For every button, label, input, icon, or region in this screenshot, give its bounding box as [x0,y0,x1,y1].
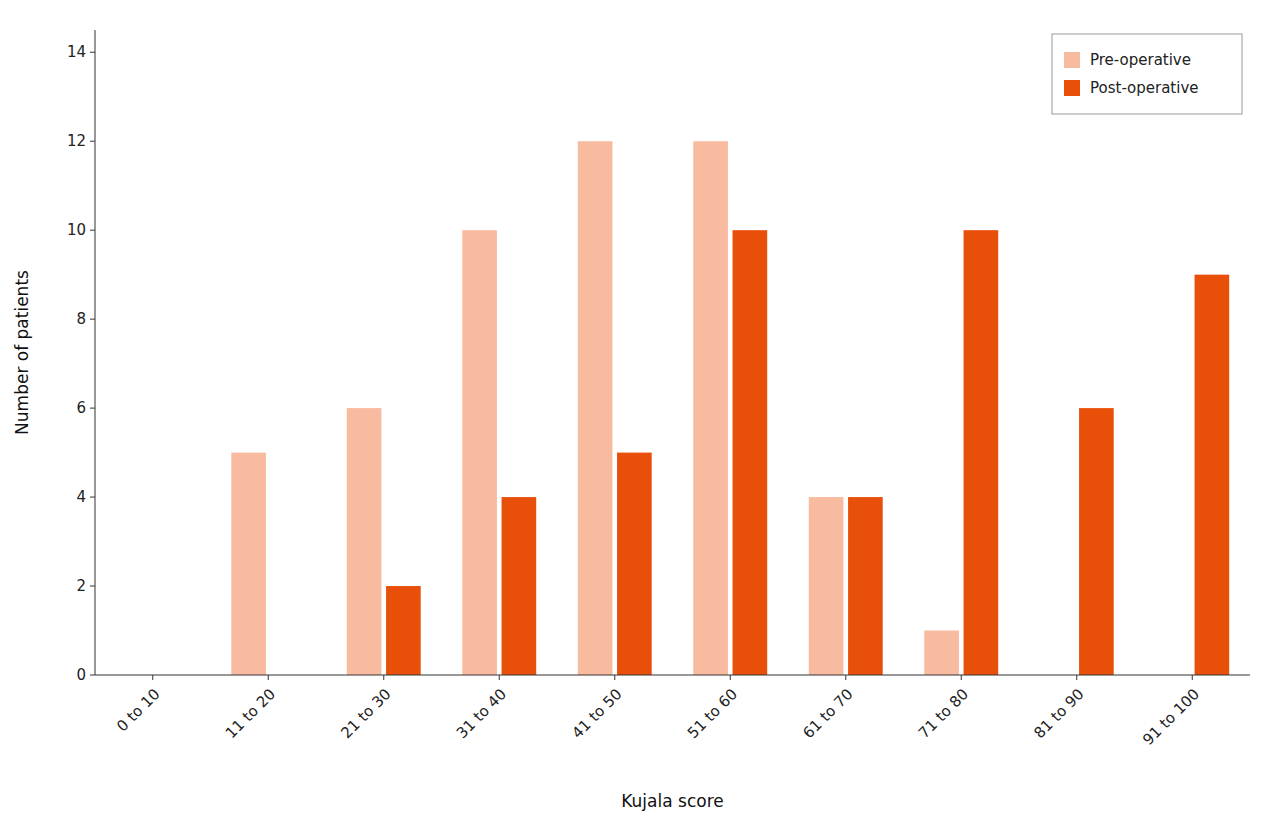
bars [231,141,1229,675]
bar [578,141,613,675]
x-tick [614,675,615,680]
x-tick [383,675,384,680]
x-tick [961,675,962,680]
x-tick [845,675,846,680]
bar [617,453,652,675]
y-tick [90,408,95,409]
y-tick [90,586,95,587]
bar [347,408,382,675]
x-tick [1192,675,1193,680]
x-tick-label: 31 to 40 [453,685,510,742]
y-tick [90,497,95,498]
bar [386,586,421,675]
x-tick-label: 91 to 100 [1139,685,1203,749]
y-tick-label: 10 [67,221,86,239]
x-tick-label: 0 to 10 [113,685,163,735]
y-tick [90,52,95,53]
y-tick-label: 6 [76,399,86,417]
y-tick [90,141,95,142]
legend-frame [1052,34,1242,114]
bar [462,230,497,675]
x-axis-label: Kujala score [621,791,723,811]
y-tick-label: 0 [76,666,86,684]
x-tick-label: 71 to 80 [915,685,972,742]
x-tick-label: 81 to 90 [1030,685,1087,742]
legend-swatch [1064,52,1080,68]
bar [693,141,728,675]
bar [231,453,266,675]
bar [1195,275,1230,675]
legend: Pre-operative Post-operative [1052,34,1242,114]
x-tick-label: 61 to 70 [799,685,856,742]
legend-swatch [1064,80,1080,96]
bar [848,497,883,675]
bar [1079,408,1114,675]
x-tick-label: 41 to 50 [568,685,625,742]
x-tick-label: 11 to 20 [222,685,279,742]
y-tick [90,675,95,676]
bar [502,497,537,675]
y-tick-label: 8 [76,310,86,328]
y-tick-label: 14 [67,43,86,61]
x-tick [499,675,500,680]
x-tick-label: 21 to 30 [337,685,394,742]
y-tick [90,319,95,320]
x-tick [1076,675,1077,680]
x-tick [268,675,269,680]
y-axis-label: Number of patients [12,270,32,435]
y-axis-line [95,30,96,675]
chart: 0 2 4 6 8 10 12 14 0 to 10 11 to 20 21 to 30 31 to … [0,0,1280,825]
legend-label: Pre-operative [1090,51,1191,69]
x-tick [730,675,731,680]
y-tick-label: 4 [76,488,86,506]
y-tick-label: 12 [67,132,86,150]
bar [809,497,844,675]
x-tick-label: 51 to 60 [684,685,741,742]
y-tick [90,230,95,231]
legend-label: Post-operative [1090,79,1199,97]
y-tick-label: 2 [76,577,86,595]
bar [733,230,768,675]
bar [924,631,959,675]
x-tick [152,675,153,680]
bar [964,230,999,675]
